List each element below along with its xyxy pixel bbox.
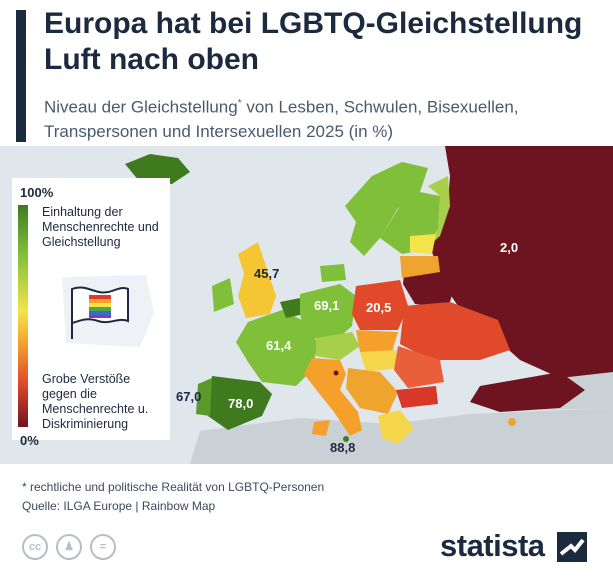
benelux-region	[280, 298, 304, 318]
map-label-poland: 20,5	[366, 300, 392, 315]
chart-subtitle: Niveau der Gleichstellung* von Lesben, S…	[44, 92, 604, 144]
malta-region	[343, 436, 349, 442]
portugal-region	[196, 378, 212, 416]
france-region	[236, 310, 318, 386]
turkey-region	[470, 372, 585, 412]
map-label-malta: 88,8	[330, 440, 356, 455]
map-label-russia: 2,0	[500, 240, 519, 255]
chart-title: Europa hat bei LGBTQ-Gleichstellung Luft…	[44, 7, 583, 76]
attribution-icon[interactable]: ♟	[56, 534, 82, 560]
greece-region	[378, 410, 414, 444]
map-graphic	[125, 146, 613, 464]
romania-region	[394, 346, 444, 388]
baltic-south-region	[400, 256, 440, 278]
statista-logo[interactable]: statista	[440, 528, 545, 563]
title-accent-bar	[16, 10, 26, 142]
cc-icon[interactable]: cc	[22, 534, 48, 560]
germany-region	[300, 284, 356, 342]
ireland-region	[212, 278, 234, 312]
statista-logo-icon	[557, 532, 587, 562]
equals-icon[interactable]: =	[90, 534, 116, 560]
map-label-france: 61,4	[266, 338, 292, 353]
norway-region	[345, 162, 428, 256]
san-marino-region	[333, 370, 339, 376]
poland-region	[352, 280, 408, 330]
finland-region	[424, 176, 450, 250]
subtitle-text: Niveau der Gleichstellung	[44, 97, 238, 117]
legend-bottom-value: 0%	[20, 433, 39, 448]
map-label-germany: 69,1	[314, 298, 340, 313]
balkans-region	[346, 368, 398, 414]
map-label-uk: 45,7	[254, 266, 280, 281]
switzerland-austria-region	[316, 332, 360, 360]
czech-slovakia-region	[356, 330, 398, 352]
subtitle-text-rest: von Lesben, Schwulen, Bisexuellen, Trans…	[44, 97, 519, 141]
legend-top-value: 100%	[20, 185, 54, 200]
footnote: * rechtliche und politische Realität von…	[22, 480, 325, 494]
map-label-spain: 78,0	[228, 396, 254, 411]
map-label-portugal: 67,0	[176, 389, 202, 404]
hungary-region	[360, 350, 398, 372]
baltic-north-region	[410, 234, 436, 254]
ukraine-region	[400, 302, 510, 360]
subtitle-footnote-marker: *	[237, 98, 242, 109]
iceland-region	[125, 154, 190, 184]
rainbow-flag-icon	[58, 273, 156, 349]
cyprus-region	[508, 418, 516, 426]
denmark-region	[320, 264, 346, 282]
uk-region	[238, 242, 276, 318]
sicily-region	[312, 420, 330, 436]
legend-color-scale	[18, 205, 28, 427]
bulgaria-region	[396, 386, 438, 408]
spain-region	[208, 376, 272, 430]
legend-top-description: Einhaltung der Menschenrechte und Gleich…	[42, 205, 159, 249]
italy-region	[304, 358, 362, 436]
legend-bottom-description: Grobe Verstöße gegen die Menschenrechte …	[42, 372, 149, 431]
source-line: Quelle: ILGA Europe | Rainbow Map	[22, 499, 216, 513]
